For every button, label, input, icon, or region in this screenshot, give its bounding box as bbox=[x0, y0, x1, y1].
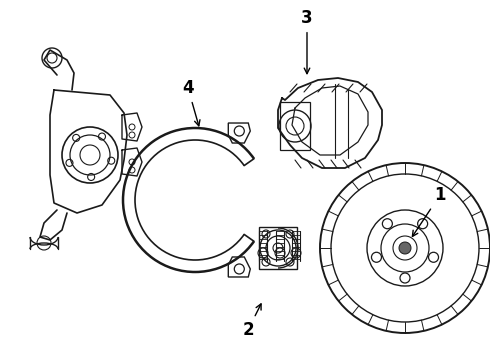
Text: 2: 2 bbox=[242, 304, 261, 339]
Text: 4: 4 bbox=[182, 79, 200, 126]
Text: 3: 3 bbox=[301, 9, 313, 74]
Circle shape bbox=[399, 242, 411, 254]
Text: 1: 1 bbox=[413, 186, 446, 237]
